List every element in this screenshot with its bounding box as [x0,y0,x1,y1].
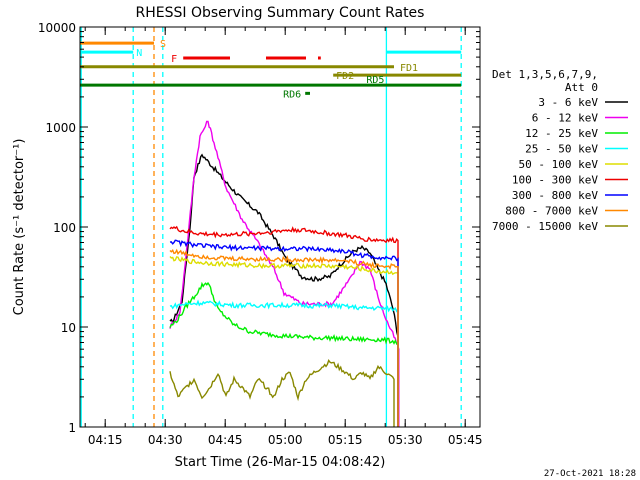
series-line-800-7000-kev [169,248,399,427]
x-tick-label-04-15: 04:15 [88,433,123,447]
flag-label-rd6: RD6 [283,89,301,100]
flag-label-s: S [160,39,166,50]
plot-frame [79,26,481,428]
series-line-300-800-kev [169,239,399,427]
legend-label-100-300-kev: 100 - 300 keV [512,174,598,187]
data-series [169,120,400,427]
legend-label-25-50-kev: 25 - 50 keV [525,143,598,156]
x-tick-label-05-45: 05:45 [448,433,483,447]
legend-label-800-7000-kev: 800 - 7000 keV [505,205,598,218]
x-tick-label-04-30: 04:30 [148,433,183,447]
legend: Det 1,3,5,6,7,9,Att 0 3 - 6 keV 6 - 12 keV… [492,68,628,233]
y-tick-label-1000: 1000 [45,121,76,135]
legend-label-300-800-kev: 300 - 800 keV [512,189,598,202]
flag-label-n: N [136,48,142,59]
chart-title: RHESSI Observing Summary Count Rates [136,5,425,21]
x-tick-label-04-45: 04:45 [208,433,243,447]
x-tick-label-05-15: 05:15 [328,433,363,447]
x-axis: 04:15 04:30 04:45 05:00 05:15 05:30 05:45 [84,27,483,447]
series-line-6-12-kev [169,120,400,427]
legend-label-50-100-kev: 50 - 100 keV [519,158,599,171]
y-tick-label-10: 10 [61,321,76,335]
legend-label-6-12-kev: 6 - 12 keV [532,112,599,125]
y-tick-label-10000: 10000 [38,21,76,35]
series-line-7000-15000-kev [169,359,395,427]
legend-header-line-1: Det 1,3,5,6,7,9, [492,68,598,81]
footer-timestamp: 27-Oct-2021 18:28 [544,469,636,479]
y-axis: 1 10 100 1000 10000 [38,21,480,435]
y-tick-label-1: 1 [68,421,76,435]
legend-header-line-2: Att 0 [565,81,598,94]
series-line-3-6-kev [169,153,399,427]
flag-label-f: F [171,54,177,65]
series-line-12-25-kev [169,281,399,427]
flag-label-fd1: FD1 [400,63,418,74]
y-axis-label: Count Rate (s⁻¹ detector⁻¹) [12,139,27,316]
y-tick-label-100: 100 [53,221,76,235]
legend-label-12-25-kev: 12 - 25 keV [525,127,598,140]
legend-label-3-6-kev: 3 - 6 keV [538,96,598,109]
series-line-25-50-kev [169,299,399,427]
vertical-markers [80,27,462,427]
flag-label-fd2: FD2 [336,71,354,82]
flag-label-rd5: RD5 [366,75,384,86]
x-tick-label-05-00: 05:00 [268,433,303,447]
legend-label-7000-15000-kev: 7000 - 15000 keV [492,220,598,233]
x-tick-label-05-30: 05:30 [388,433,423,447]
flag-bars: S N F FD1 FD2 RD5 RD6 [80,39,462,100]
series-line-50-100-kev [169,256,399,427]
x-axis-label: Start Time (26-Mar-15 04:08:42) [175,455,386,470]
series-line-100-300-kev [169,225,399,427]
